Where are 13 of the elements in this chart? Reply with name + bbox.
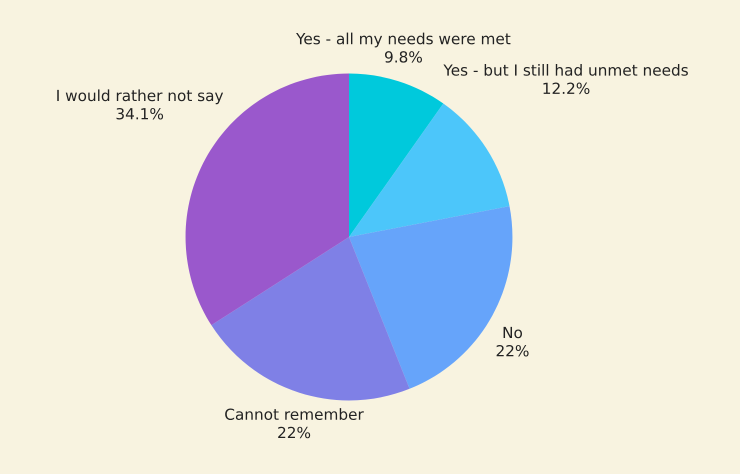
data-label: 12.2%	[543, 82, 590, 94]
slice-label: Yes - but I still had unmet needs	[443, 64, 688, 76]
slice-label: I would rather not say	[57, 89, 224, 104]
data-label: 34.1%	[116, 108, 164, 120]
data-label: 22%	[278, 426, 310, 438]
data-label: 22%	[496, 344, 529, 357]
slice-label: Cannot remember	[225, 408, 364, 420]
data-label: 9.8%	[384, 51, 422, 63]
pie-slice	[349, 104, 510, 237]
pie-slice	[349, 74, 444, 237]
pie-slice	[211, 237, 410, 400]
slice-label: Yes - all my needs were met	[296, 32, 510, 48]
slice-label: No	[504, 326, 522, 338]
